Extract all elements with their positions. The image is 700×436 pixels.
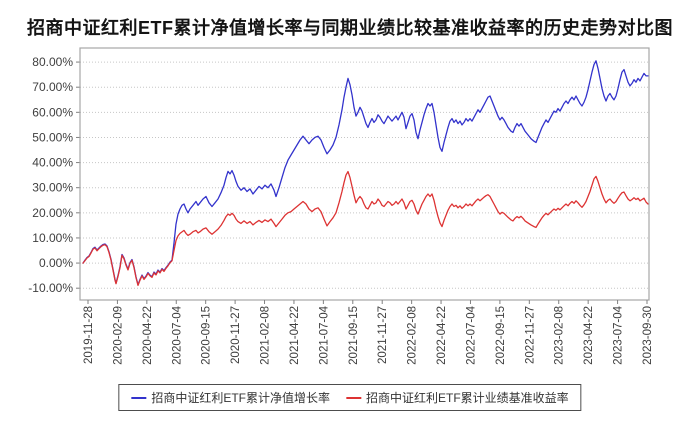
x-axis-tick-label: 2020-11-27 [230, 306, 242, 364]
x-axis-tick-label: 2022-11-27 [524, 306, 536, 364]
x-axis-tick-label: 2022-04-22 [436, 306, 448, 365]
x-axis-tick-label: 2021-09-15 [348, 306, 360, 365]
x-axis-tick-label: 2023-09-30 [642, 306, 654, 365]
x-axis-tick-label: 2020-04-22 [142, 306, 154, 365]
legend: 招商中证红利ETF累计净值增长率 招商中证红利ETF累计业绩基准收益率 [118, 384, 582, 411]
legend-label: 招商中证红利ETF累计业绩基准收益率 [366, 391, 569, 405]
x-axis-tick-label: 2022-09-15 [495, 306, 507, 365]
y-axis-tick-label: 50.00% [32, 130, 73, 144]
x-axis-tick-label: 2020-09-15 [201, 306, 213, 365]
x-axis-tick-label: 2023-04-22 [583, 306, 595, 365]
x-axis-tick-label: 2019-11-28 [83, 306, 95, 364]
chart-title: 招商中证红利ETF累计净值增长率与同期业绩比较基准收益率的历史走势对比图 [27, 18, 673, 38]
legend-item-nav-growth: 招商中证红利ETF累计净值增长率 [131, 389, 330, 406]
y-axis-tick-label: 30.00% [32, 181, 73, 195]
y-axis-tick-label: 0.00% [39, 256, 73, 270]
legend-label: 招商中证红利ETF累计净值增长率 [151, 391, 330, 405]
y-axis-tick-label: 20.00% [32, 206, 73, 220]
y-axis-tick-label: 40.00% [32, 156, 73, 170]
y-axis-tick-label: -10.00% [28, 281, 73, 295]
x-axis-tick-label: 2020-07-04 [171, 305, 183, 364]
y-axis-tick-label: 80.00% [32, 55, 73, 69]
x-axis-tick-label: 2021-04-22 [289, 306, 301, 365]
series-line-benchmark [82, 170, 649, 287]
x-axis-tick-label: 2020-02-09 [112, 306, 124, 365]
legend-line-swatch [131, 396, 147, 399]
legend-item-benchmark: 招商中证红利ETF累计业绩基准收益率 [346, 389, 569, 406]
plot-border [79, 47, 650, 301]
series-line-nav-growth [82, 60, 649, 286]
x-axis-tick-label: 2021-02-08 [260, 306, 272, 365]
x-axis-tick-label: 2022-07-04 [465, 305, 477, 364]
x-axis-tick-label: 2021-11-27 [377, 306, 389, 364]
x-axis-tick-label: 2022-02-08 [407, 306, 419, 365]
x-axis-tick-label: 2023-07-04 [613, 305, 625, 364]
x-axis-tick-label: 2021-07-04 [318, 305, 330, 364]
legend-line-swatch [346, 396, 361, 399]
y-axis-tick-label: 10.00% [32, 231, 73, 245]
y-axis-tick-label: 60.00% [32, 105, 73, 119]
x-axis-tick-label: 2023-02-08 [554, 306, 566, 365]
y-axis-tick-label: 70.00% [32, 80, 73, 94]
